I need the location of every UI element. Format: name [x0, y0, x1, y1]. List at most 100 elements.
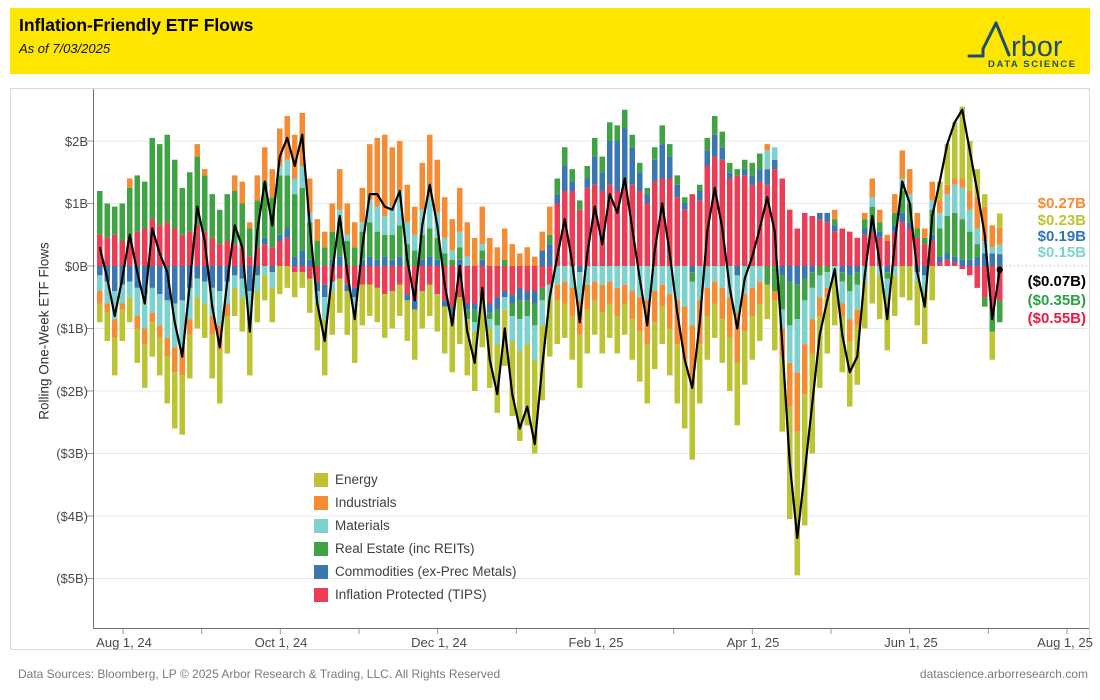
bar-segment	[854, 272, 860, 285]
bar-segment	[689, 272, 695, 282]
bar-segment	[817, 275, 823, 298]
bar-segment	[937, 262, 943, 266]
bar-segment	[412, 266, 418, 301]
bar-segment	[952, 122, 958, 179]
bar-segment	[104, 312, 110, 341]
y-tick-neg4b: ($4B)	[56, 509, 88, 524]
bar-segment	[367, 144, 373, 201]
bar-segment	[134, 175, 140, 232]
bar-segment	[494, 266, 500, 298]
bar-segment	[464, 309, 470, 320]
logo-tagline: DATA SCIENCE	[988, 59, 1076, 69]
website-link[interactable]: datascience.arborresearch.com	[919, 667, 1088, 681]
bar-segment	[494, 325, 500, 345]
bar-segment	[704, 287, 710, 316]
bar-segment	[839, 228, 845, 266]
bar-segment	[877, 222, 883, 232]
bar-segment	[982, 194, 988, 207]
bar-segment	[397, 266, 403, 285]
bar-segment	[629, 266, 635, 291]
bar-segment	[277, 166, 283, 176]
bar-segment	[682, 266, 688, 307]
bar-segment	[599, 266, 605, 285]
chart-area: Rolling One-Week ETF Flows $2B $1B $0B (…	[10, 88, 1093, 650]
bar-segment	[532, 325, 538, 360]
bar-segment	[524, 344, 530, 426]
bar-segment	[787, 325, 793, 363]
bar-segment	[194, 266, 200, 279]
bar-segment	[734, 175, 740, 266]
bar-segment	[749, 287, 755, 316]
bar-segment	[187, 287, 193, 320]
bar-segment	[307, 266, 313, 279]
bar-segment	[802, 344, 808, 395]
line-end-dot	[996, 266, 1003, 273]
bar-segment	[314, 266, 320, 282]
bar-segment	[787, 209, 793, 266]
bar-segment	[719, 159, 725, 266]
bar-segment	[532, 256, 538, 266]
bar-segment	[307, 222, 313, 260]
bar-segment	[389, 147, 395, 207]
bar-segment	[479, 250, 485, 260]
bar-segment	[644, 187, 650, 195]
bar-segment	[292, 178, 298, 195]
bar-segment	[112, 234, 118, 266]
bar-segment	[224, 303, 230, 316]
bar-segment	[569, 191, 575, 266]
legend-item-commodities: Commodities (ex-Prec Metals)	[314, 560, 517, 583]
bar-segment	[959, 106, 965, 179]
bar-segment	[607, 184, 613, 266]
bar-segment	[929, 266, 935, 301]
bar-segment	[539, 266, 545, 288]
bar-segment	[404, 184, 410, 223]
bar-segment	[952, 184, 958, 213]
bar-segment	[217, 350, 223, 404]
bar-segment	[119, 203, 125, 241]
y-tick-neg5b: ($5B)	[56, 571, 88, 586]
bar-segment	[434, 159, 440, 213]
bar-segment	[209, 194, 215, 238]
bar-segment	[367, 200, 373, 223]
bar-segment	[779, 178, 785, 266]
bar-segment	[209, 237, 215, 266]
bar-segment	[127, 266, 133, 282]
bar-segment	[457, 266, 463, 298]
bar-segment	[472, 309, 478, 323]
y-tick-0b: $0B	[64, 259, 88, 274]
bar-segment	[577, 209, 583, 266]
bar-segment	[404, 300, 410, 341]
bar-segment	[802, 278, 808, 301]
bar-segment	[352, 222, 358, 248]
bar-segment	[862, 234, 868, 266]
bar-segment	[884, 241, 890, 266]
bar-segment	[817, 212, 823, 220]
bar-segment	[584, 178, 590, 188]
bar-segment	[457, 297, 463, 345]
bar-segment	[329, 291, 335, 335]
bar-segment	[239, 181, 245, 204]
bar-segment	[434, 266, 440, 295]
bar-segment	[164, 266, 170, 301]
bar-segment	[667, 144, 673, 157]
bar-segment	[659, 125, 665, 145]
bar-segment	[104, 281, 110, 304]
bar-segment	[794, 284, 800, 320]
bar-segment	[862, 219, 868, 229]
bar-segment	[764, 266, 770, 285]
bar-segment	[929, 200, 935, 210]
bar-segment	[772, 159, 778, 170]
bar-segment	[382, 216, 388, 235]
bar-segment	[224, 316, 230, 354]
bar-segment	[817, 219, 823, 266]
bar-segment	[142, 228, 148, 266]
as-of-date: As of 7/03/2025	[19, 41, 111, 56]
bar-segment	[337, 256, 343, 266]
bar-segment	[824, 266, 830, 273]
bar-segment	[232, 244, 238, 266]
bar-segment	[157, 325, 163, 338]
bar-segment	[749, 316, 755, 360]
bar-segment	[464, 303, 470, 310]
bar-segment	[854, 309, 860, 326]
bar-segment	[569, 169, 575, 182]
